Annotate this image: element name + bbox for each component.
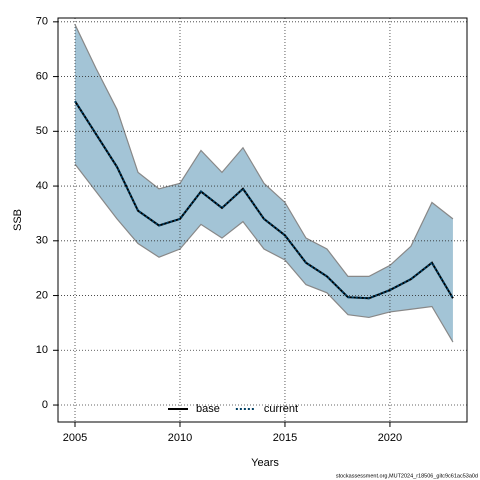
- y-tick-label: 30: [36, 235, 48, 247]
- x-tick-label: 2010: [168, 432, 192, 444]
- y-tick-label: 50: [36, 125, 48, 137]
- band-edge: [74, 163, 454, 343]
- x-tick-label: 2015: [273, 432, 297, 444]
- y-tick-label: 10: [36, 344, 48, 356]
- y-tick-label: 0: [42, 399, 48, 411]
- x-tick-label: 2005: [63, 432, 87, 444]
- x-tick-label: 2020: [378, 432, 402, 444]
- series-line: [74, 100, 454, 300]
- y-tick-label: 60: [36, 70, 48, 82]
- y-tick-label: 20: [36, 289, 48, 301]
- caption: stockassessment.org,MUT2024_r18506_gitc9…: [336, 473, 478, 479]
- band-edge: [74, 24, 454, 277]
- plot-frame: [57, 17, 468, 423]
- x-axis-label: Years: [251, 457, 279, 469]
- y-tick-label: 40: [36, 180, 48, 192]
- legend-label: base: [196, 403, 220, 415]
- y-tick-label: 70: [36, 16, 48, 28]
- legend-label: current: [264, 403, 298, 415]
- y-axis-label: SSB: [12, 209, 24, 231]
